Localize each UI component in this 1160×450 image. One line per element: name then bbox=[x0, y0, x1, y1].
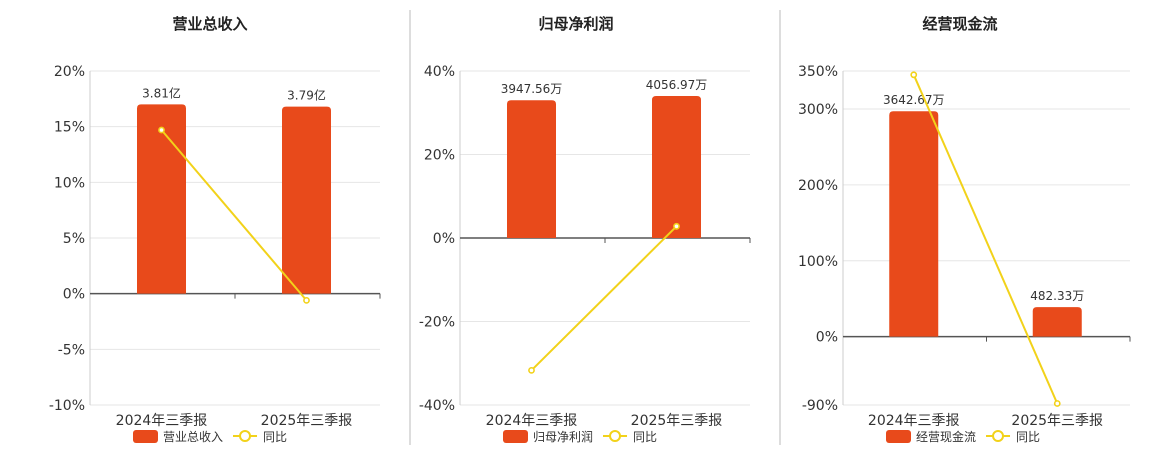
y-tick-label: 5% bbox=[63, 231, 85, 247]
legend-bar-swatch bbox=[503, 430, 528, 443]
chart-title: 归母净利润 bbox=[538, 15, 613, 33]
legend-bar-label: 归母净利润 bbox=[533, 430, 593, 444]
y-tick-label: 40% bbox=[424, 64, 455, 80]
y-tick-label: -90% bbox=[802, 398, 838, 414]
bar bbox=[282, 106, 331, 294]
y-tick-label: -20% bbox=[419, 315, 455, 331]
legend: 营业总收入 同比 bbox=[133, 430, 287, 444]
y-tick-label: 300% bbox=[798, 102, 838, 118]
x-category-label: 2024年三季报 bbox=[486, 413, 578, 429]
chart-panel-2: 归母净利润 40% 20% 0% -20% -40% 3947.56万 4056.97万 202… bbox=[419, 15, 751, 444]
yoy-point bbox=[910, 71, 918, 79]
yoy-line bbox=[160, 129, 308, 301]
x-category-label: 2025年三季报 bbox=[631, 413, 723, 429]
y-tick-label: 20% bbox=[424, 148, 455, 164]
y-tick-label: 350% bbox=[798, 64, 838, 80]
legend: 归母净利润 同比 bbox=[503, 430, 657, 444]
legend-bar-swatch bbox=[133, 430, 158, 443]
bar-value-label: 4056.97万 bbox=[646, 78, 708, 92]
legend-line-marker bbox=[609, 430, 622, 442]
legend-bar-label: 营业总收入 bbox=[163, 430, 223, 444]
bar-value-label: 3.79亿 bbox=[287, 88, 326, 103]
x-category-label: 2025年三季报 bbox=[261, 413, 353, 429]
bar-value-label: 3947.56万 bbox=[501, 82, 563, 96]
y-tick-label: 0% bbox=[63, 287, 85, 303]
bar-value-label: 3.81亿 bbox=[142, 85, 181, 100]
bar bbox=[507, 100, 556, 238]
chart-title: 营业总收入 bbox=[172, 15, 247, 33]
y-tick-label: -40% bbox=[419, 398, 455, 414]
y-tick-label: -10% bbox=[49, 398, 85, 414]
legend-line-marker bbox=[239, 430, 252, 442]
yoy-point bbox=[1053, 400, 1061, 407]
y-tick-label: 10% bbox=[54, 175, 85, 191]
chart-panel-3: 经营现金流 350% 300% 200% 100% 0% -90% 3642.67万 482.3… bbox=[798, 15, 1131, 444]
bar-value-label: 3642.67万 bbox=[883, 93, 945, 107]
legend-bar-swatch bbox=[886, 430, 911, 443]
yoy-point bbox=[158, 126, 165, 134]
yoy-line bbox=[530, 225, 678, 372]
legend-line-label: 同比 bbox=[1016, 430, 1040, 444]
y-tick-label: 100% bbox=[798, 254, 838, 270]
legend-line-marker bbox=[992, 430, 1005, 442]
yoy-point bbox=[303, 296, 310, 304]
legend-bar-label: 经营现金流 bbox=[916, 429, 976, 444]
y-tick-label: 200% bbox=[798, 178, 838, 194]
y-tick-label: -5% bbox=[58, 342, 85, 358]
chart-panel-1: 营业总收入 20% 15% 10% 5% 0% -5% -10% 3.81亿 3.79亿 2024年… bbox=[49, 15, 381, 444]
bar bbox=[889, 111, 939, 337]
x-category-label: 2024年三季报 bbox=[116, 413, 208, 429]
legend-line-label: 同比 bbox=[263, 430, 287, 444]
chart-title: 经营现金流 bbox=[922, 15, 997, 33]
bar bbox=[137, 104, 186, 294]
x-category-label: 2024年三季报 bbox=[868, 413, 960, 429]
y-tick-label: 20% bbox=[54, 64, 85, 80]
y-tick-label: 0% bbox=[816, 330, 838, 346]
yoy-line bbox=[912, 74, 1059, 404]
bar-value-label: 482.33万 bbox=[1030, 289, 1084, 303]
yoy-point bbox=[528, 366, 535, 374]
legend: 经营现金流 同比 bbox=[886, 429, 1040, 444]
y-tick-label: 0% bbox=[433, 231, 455, 247]
x-category-label: 2025年三季报 bbox=[1011, 413, 1103, 429]
bar bbox=[652, 96, 701, 238]
yoy-point bbox=[673, 222, 680, 230]
y-tick-label: 15% bbox=[54, 120, 85, 136]
bar bbox=[1032, 307, 1082, 337]
legend-line-label: 同比 bbox=[633, 430, 657, 444]
